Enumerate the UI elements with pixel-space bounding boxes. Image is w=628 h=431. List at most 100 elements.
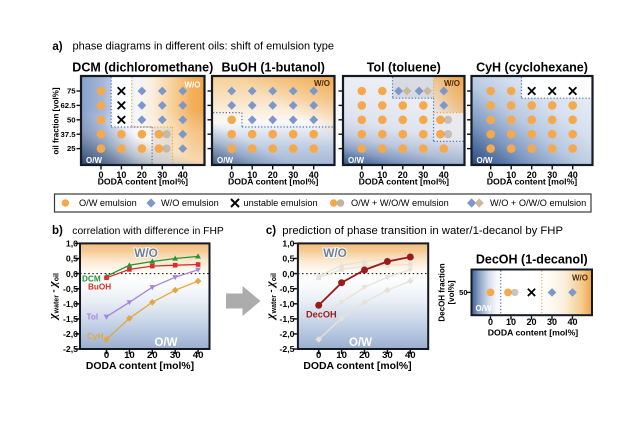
svg-text:-1,5: -1,5 — [63, 314, 78, 324]
svg-text:25: 25 — [67, 144, 76, 153]
svg-text:-2,0: -2,0 — [63, 329, 78, 339]
svg-text:O/W: O/W — [476, 304, 492, 313]
svg-text:20: 20 — [147, 350, 158, 361]
svg-text:30: 30 — [288, 170, 298, 180]
svg-text:0,0: 0,0 — [66, 269, 78, 279]
svg-text:O/W: O/W — [86, 156, 102, 165]
svg-text:W/O: W/O — [572, 274, 588, 283]
svg-text:-2,0: -2,0 — [280, 329, 295, 339]
svg-text:DODA content [mol%]: DODA content [mol%] — [488, 328, 579, 338]
svg-text:30: 30 — [382, 350, 393, 361]
svg-text:0: 0 — [98, 170, 103, 180]
svg-text:CyH (cyclohexane): CyH (cyclohexane) — [476, 61, 588, 75]
svg-text:unstable emulsion: unstable emulsion — [244, 198, 318, 208]
svg-text:DecOH fraction: DecOH fraction — [438, 263, 447, 321]
svg-text:DODA content [mol%]: DODA content [mol%] — [303, 361, 411, 372]
svg-text:20: 20 — [268, 170, 278, 180]
svg-text:Tol (toluene): Tol (toluene) — [367, 61, 441, 75]
svg-text:0: 0 — [316, 350, 321, 361]
svg-text:0,5: 0,5 — [66, 254, 78, 264]
svg-text:Tol: Tol — [87, 312, 99, 321]
svg-text:40: 40 — [309, 170, 319, 180]
svg-text:a): a) — [52, 41, 62, 53]
svg-text:-1,5: -1,5 — [280, 314, 295, 324]
svg-text:W/O + O/W/O emulsion: W/O + O/W/O emulsion — [490, 198, 586, 208]
svg-text:-1,0: -1,0 — [63, 299, 78, 309]
svg-text:χwater - χoil: χwater - χoil — [46, 273, 61, 321]
svg-text:30: 30 — [170, 350, 181, 361]
svg-text:30: 30 — [547, 170, 557, 180]
svg-text:O/W + W/O/W emulsion: O/W + W/O/W emulsion — [351, 198, 449, 208]
svg-text:10: 10 — [247, 170, 257, 180]
svg-text:c): c) — [266, 225, 276, 237]
svg-text:phase diagrams in different oi: phase diagrams in different oils: shift … — [73, 41, 335, 53]
svg-text:correlation with difference in: correlation with difference in FHP — [72, 226, 224, 237]
svg-text:0: 0 — [488, 317, 493, 327]
svg-text:-2,5: -2,5 — [63, 344, 78, 354]
svg-text:O/W emulsion: O/W emulsion — [79, 198, 137, 208]
svg-text:DODA content [mol%]: DODA content [mol%] — [228, 177, 319, 187]
svg-text:DCM (dichloromethane): DCM (dichloromethane) — [72, 61, 213, 75]
svg-text:0: 0 — [229, 170, 234, 180]
svg-text:DecOH: DecOH — [306, 309, 337, 319]
svg-text:30: 30 — [157, 170, 167, 180]
svg-text:DODA content [mol%]: DODA content [mol%] — [487, 177, 578, 187]
svg-text:O/W: O/W — [348, 156, 364, 165]
svg-text:prediction of phase transition: prediction of phase transition in water/… — [282, 225, 563, 237]
svg-text:30: 30 — [418, 170, 428, 180]
svg-text:0: 0 — [488, 170, 493, 180]
svg-text:DODA content [mol%]: DODA content [mol%] — [86, 361, 194, 372]
svg-text:20: 20 — [398, 170, 408, 180]
svg-text:0,5: 0,5 — [282, 254, 294, 264]
svg-text:DODA content [mol%]: DODA content [mol%] — [359, 177, 450, 187]
svg-text:10: 10 — [377, 170, 387, 180]
svg-text:40: 40 — [193, 350, 204, 361]
svg-text:40: 40 — [178, 170, 188, 180]
svg-text:χwater - χoil: χwater - χoil — [263, 273, 278, 321]
svg-text:10: 10 — [124, 350, 135, 361]
svg-text:W/O: W/O — [323, 246, 347, 260]
svg-text:20: 20 — [527, 170, 537, 180]
svg-text:50: 50 — [459, 288, 467, 297]
svg-text:40: 40 — [405, 350, 416, 361]
svg-text:b): b) — [52, 225, 63, 237]
svg-text:0,0: 0,0 — [282, 269, 294, 279]
svg-text:20: 20 — [526, 317, 536, 327]
svg-text:W/O: W/O — [444, 79, 460, 88]
svg-text:40: 40 — [439, 170, 449, 180]
svg-text:40: 40 — [568, 170, 578, 180]
svg-text:oil fraction [vol%]: oil fraction [vol%] — [52, 87, 61, 154]
svg-text:O/W: O/W — [477, 156, 493, 165]
svg-text:20: 20 — [137, 170, 147, 180]
svg-text:1,0: 1,0 — [282, 239, 294, 249]
svg-text:-2,5: -2,5 — [280, 344, 295, 354]
svg-text:-0,5: -0,5 — [63, 284, 78, 294]
svg-text:0: 0 — [104, 350, 109, 361]
svg-text:1,0: 1,0 — [66, 239, 78, 249]
svg-text:-1,0: -1,0 — [280, 299, 295, 309]
svg-text:10: 10 — [336, 350, 347, 361]
svg-text:10: 10 — [506, 317, 516, 327]
svg-text:DecOH (1-decanol): DecOH (1-decanol) — [476, 253, 588, 267]
svg-text:50: 50 — [67, 115, 76, 124]
svg-text:30: 30 — [547, 317, 557, 327]
svg-text:O/W: O/W — [155, 337, 178, 349]
svg-text:62.5: 62.5 — [61, 101, 77, 110]
svg-text:O/W: O/W — [349, 337, 372, 349]
svg-text:BuOH: BuOH — [88, 282, 111, 291]
svg-text:40: 40 — [567, 317, 577, 327]
svg-text:75: 75 — [67, 87, 76, 96]
svg-text:37.5: 37.5 — [61, 130, 77, 139]
svg-text:W/O: W/O — [314, 79, 330, 88]
svg-text:BuOH (1-butanol): BuOH (1-butanol) — [221, 61, 324, 75]
svg-text:W/O: W/O — [134, 246, 158, 260]
svg-text:[vol%]: [vol%] — [447, 280, 456, 304]
svg-text:DODA content [mol%]: DODA content [mol%] — [98, 177, 189, 187]
svg-text:CyH: CyH — [87, 332, 103, 341]
svg-text:0: 0 — [359, 170, 364, 180]
svg-text:O/W: O/W — [217, 156, 233, 165]
svg-text:20: 20 — [359, 350, 370, 361]
svg-text:-0,5: -0,5 — [280, 284, 295, 294]
svg-text:10: 10 — [116, 170, 126, 180]
svg-text:W/O emulsion: W/O emulsion — [161, 198, 219, 208]
